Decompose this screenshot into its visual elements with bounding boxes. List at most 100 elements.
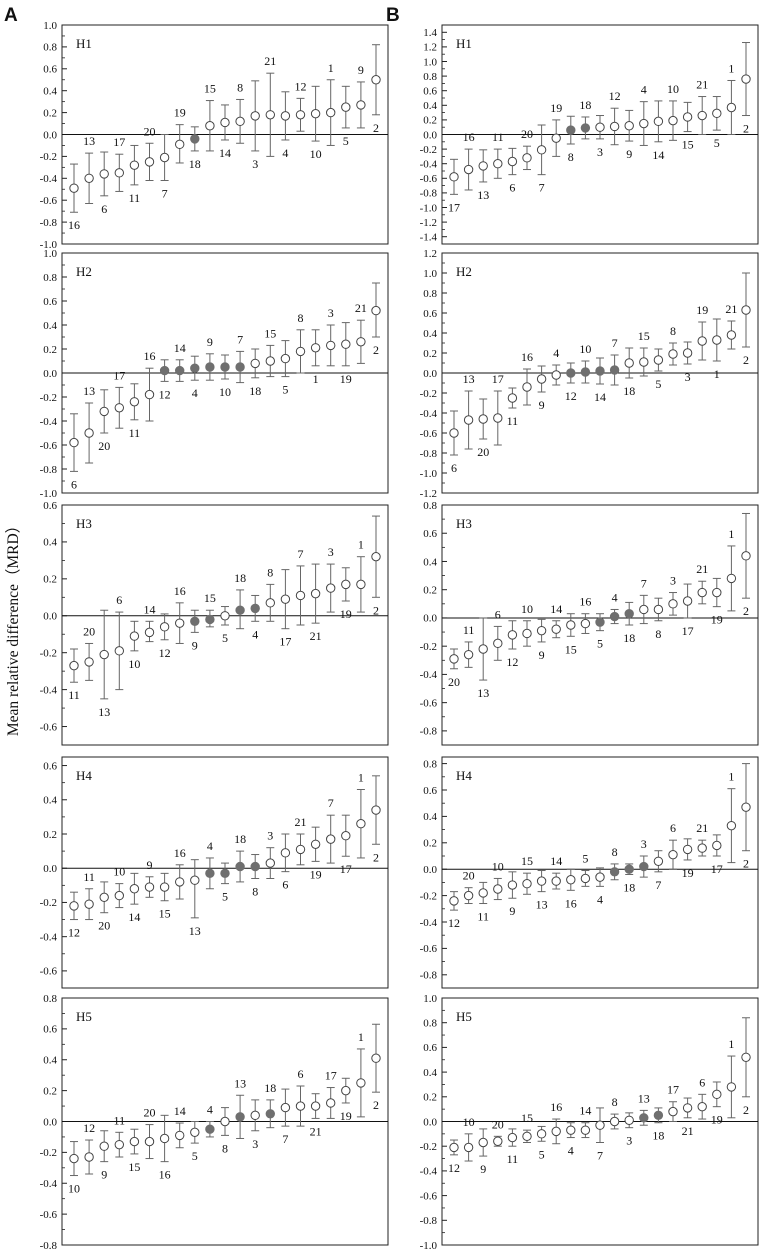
marker-open [341,102,351,112]
point-label: 11 [463,623,475,637]
y-tick-label: -0.8 [420,726,438,738]
marker-filled [639,1113,649,1123]
point-label: 5 [655,377,661,391]
data-point-12: 12 [295,79,307,132]
marker-open [478,1137,488,1148]
point-label: 4 [641,83,647,97]
point-label: 7 [655,878,661,892]
data-point-21: 21 [264,54,276,157]
marker-filled [595,366,605,376]
point-label: 12 [83,1121,95,1135]
data-point-10: 10 [463,1115,475,1162]
point-label: 4 [282,146,288,160]
marker-open [356,100,366,110]
marker-open [741,802,751,812]
data-point-17: 17 [711,834,723,876]
marker-open [595,872,605,882]
data-point-16: 16 [174,846,186,900]
data-point-7: 7 [235,332,245,384]
marker-open [371,805,381,815]
marker-open [356,819,366,829]
data-point-10: 10 [128,620,140,671]
y-tick-label: 0.0 [423,1116,437,1128]
y-tick-label: 1.0 [423,56,437,68]
point-label: 11 [507,414,519,428]
marker-open [536,374,547,384]
marker-filled [205,1124,215,1134]
data-point-9: 9 [144,858,155,898]
marker-open [190,1127,200,1138]
point-label: 3 [685,370,691,384]
y-tick-label: 0.2 [43,829,57,841]
marker-open [175,139,185,150]
marker-open [310,839,321,849]
data-point-16: 16 [68,163,80,232]
marker-filled [580,367,591,377]
data-point-16: 16 [144,349,156,422]
marker-open [712,840,722,851]
marker-open [356,579,366,590]
point-label: 17 [682,624,694,638]
data-point-7: 7 [595,1107,605,1162]
point-label: 12 [159,387,171,401]
data-point-19: 19 [696,303,708,361]
marker-open [726,330,737,340]
marker-open [624,358,634,368]
point-label: 3 [267,829,273,843]
data-point-15: 15 [128,1128,140,1174]
data-point-4: 4 [205,839,215,890]
point-label: 10 [68,1182,80,1196]
data-point-19: 19 [711,1081,723,1127]
y-tick-label: 0.6 [43,500,57,512]
data-point-15: 15 [521,854,533,895]
y-tick-label: 0.6 [43,1024,57,1036]
chart-a-h4: -0.6-0.4-0.20.00.20.40.6H412112010149151… [40,756,389,989]
data-point-20: 20 [144,1106,156,1160]
point-label: 4 [207,1103,213,1117]
point-label: 8 [237,80,243,94]
point-label: 6 [71,477,77,491]
y-tick-label: -0.8 [420,448,438,460]
data-point-15: 15 [521,1111,533,1143]
y-tick-label: 0.0 [423,613,437,625]
chart-b-h5-y-axis: -1.0 -0.8 -0.6 -0.4 -0.2 0.0 0.2 0.4 0.6 0.8 1.0 [420,993,447,1252]
data-point-20: 20 [521,127,533,171]
data-point-8: 8 [566,115,576,164]
marker-open [69,1153,79,1164]
point-label: 8 [568,150,574,164]
data-point-8: 8 [250,854,260,898]
chart-a-h1: -1.0 -0.8 -0.6 -0.4 -0.2 0.0 0.2 0.4 0.6 0.8 1.0 H1… [40,20,389,251]
data-point-5: 5 [280,340,291,397]
data-point-11: 11 [114,1113,125,1158]
marker-open [551,133,561,143]
marker-open [280,353,291,364]
marker-open [129,884,140,894]
y-tick-label: -0.6 [40,721,58,733]
data-point-4: 4 [609,590,620,625]
point-label: 14 [579,1104,591,1118]
point-label: 3 [328,306,334,320]
marker-open [566,620,576,630]
data-point-14: 14 [550,854,562,890]
point-label: 10 [667,82,679,96]
data-point-2: 2 [371,44,381,135]
marker-open [536,625,547,636]
point-label: 11 [477,910,489,924]
y-tick-label: 0.4 [423,100,437,112]
data-point-14: 14 [219,104,231,160]
point-label: 2 [743,122,749,136]
data-point-14: 14 [579,1104,591,1139]
y-tick-label: 0.6 [423,1042,437,1054]
marker-open [190,875,200,885]
point-label: 4 [192,386,198,400]
point-label: 1 [328,61,334,75]
data-point-13: 13 [189,859,201,938]
chart-b-h2-y-axis: -1.2 -1.0 -0.8 -0.6 -0.4 -0.2 0.0 0.2 0.4 0.6 0.8 1… [420,248,447,500]
point-label: 1 [728,527,734,541]
data-point-1: 1 [726,1037,737,1119]
data-point-11: 11 [129,144,140,205]
marker-open [551,1126,561,1137]
point-label: 13 [477,188,489,202]
data-point-17: 17 [113,368,125,429]
marker-filled [235,861,245,872]
